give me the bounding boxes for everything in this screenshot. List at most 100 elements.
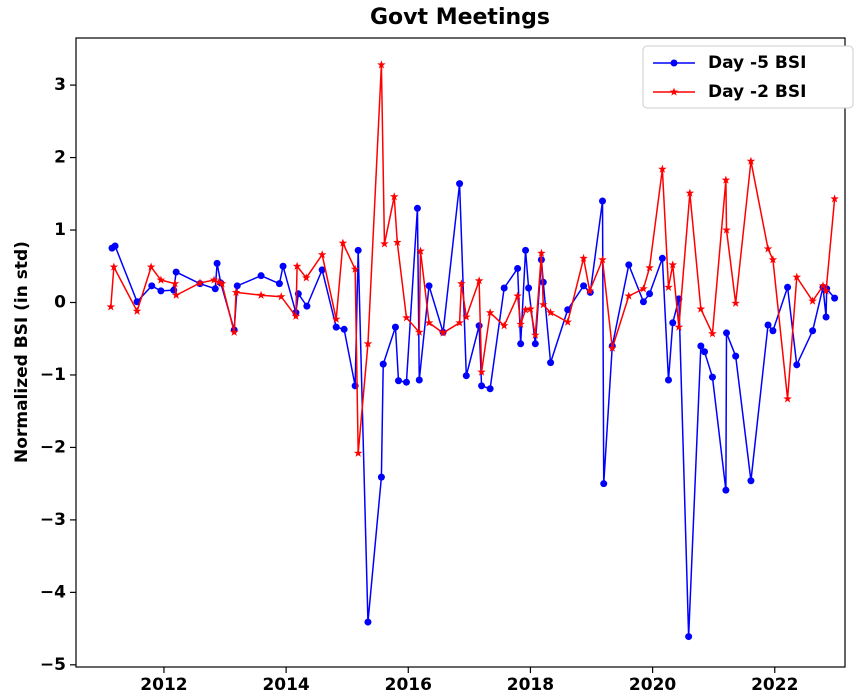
data-point: [486, 385, 494, 393]
data-point: [389, 192, 399, 201]
series-line: [111, 183, 836, 637]
data-point: [538, 300, 548, 309]
data-point: [658, 164, 667, 173]
legend-box: [642, 45, 854, 109]
y-tick-label: −5: [40, 655, 66, 675]
data-point: [291, 311, 301, 320]
y-tick-label: −4: [40, 582, 66, 602]
data-point: [340, 325, 348, 333]
data-point: [393, 237, 402, 246]
legend-marker: [670, 59, 678, 67]
data-point: [809, 327, 817, 335]
data-point: [318, 266, 326, 274]
data-point: [531, 330, 540, 339]
data-point: [722, 225, 731, 234]
data-point: [462, 312, 471, 321]
data-point: [674, 322, 684, 331]
data-point: [462, 372, 470, 380]
data-point: [598, 255, 607, 264]
data-point: [580, 282, 588, 290]
data-point: [377, 60, 386, 69]
x-tick-label: 2014: [262, 675, 309, 694]
data-point: [478, 382, 486, 390]
data-point: [485, 308, 495, 317]
data-point: [457, 279, 466, 288]
data-point: [818, 281, 828, 290]
data-point: [821, 286, 831, 295]
data-point: [111, 242, 119, 250]
data-point: [156, 275, 166, 284]
data-point: [157, 287, 165, 295]
data-point: [539, 278, 547, 286]
data-point: [257, 272, 265, 280]
data-point: [608, 343, 617, 352]
data-point: [276, 292, 286, 301]
data-point: [521, 305, 530, 314]
data-point: [625, 261, 633, 269]
y-tick-label: −3: [40, 510, 66, 530]
data-point: [415, 376, 423, 384]
data-point: [793, 361, 801, 369]
data-point: [701, 348, 709, 356]
data-point: [668, 260, 678, 269]
data-point: [537, 248, 546, 257]
data-point: [513, 291, 522, 300]
data-point: [525, 284, 533, 292]
data-point: [500, 284, 508, 292]
x-tick-label: 2020: [629, 675, 676, 694]
data-point: [639, 284, 648, 293]
data-point: [402, 378, 410, 386]
y-tick-label: 0: [54, 292, 66, 312]
data-point: [747, 477, 755, 485]
data-point: [425, 282, 433, 290]
data-point: [522, 246, 530, 254]
data-point: [363, 339, 373, 348]
data-point: [132, 306, 142, 315]
data-point: [172, 268, 180, 276]
data-point: [279, 262, 287, 270]
data-point: [317, 250, 327, 259]
data-point: [531, 340, 539, 348]
data-point: [438, 328, 448, 337]
y-tick-label: −2: [40, 437, 66, 457]
data-point: [822, 313, 830, 321]
data-point: [664, 282, 673, 291]
data-point: [391, 323, 399, 331]
data-point: [256, 290, 266, 299]
data-point: [109, 262, 119, 271]
data-point: [763, 244, 773, 253]
data-point: [350, 264, 360, 273]
data-point: [579, 253, 588, 262]
data-point: [209, 275, 219, 284]
x-tick-label: 2018: [507, 675, 554, 694]
data-point: [769, 327, 777, 335]
x-tick-label: 2022: [751, 675, 798, 694]
data-point: [424, 318, 434, 327]
data-point: [830, 194, 839, 203]
data-point: [380, 239, 389, 248]
data-point: [547, 359, 555, 367]
data-point: [353, 448, 363, 457]
data-point: [658, 254, 666, 262]
y-axis-label: Normalized BSI (in std): [12, 241, 32, 463]
data-point: [211, 285, 219, 293]
data-point: [292, 261, 302, 270]
data-point: [516, 319, 525, 328]
x-tick-label: 2016: [385, 675, 432, 694]
legend: Day -5 BSI Day -2 BSI: [642, 45, 854, 109]
data-point: [563, 317, 572, 326]
data-point: [517, 340, 525, 348]
data-point: [792, 272, 802, 281]
data-point: [708, 373, 716, 381]
legend-label: Day -2 BSI: [708, 82, 806, 102]
data-point: [171, 290, 181, 299]
data-point: [585, 286, 594, 295]
data-point: [331, 314, 341, 323]
data-point: [414, 327, 424, 336]
data-point: [338, 238, 348, 247]
legend-label: Day -5 BSI: [708, 53, 806, 73]
data-point: [732, 352, 740, 360]
data-point: [354, 246, 362, 254]
data-point: [646, 290, 654, 298]
data-point: [477, 367, 486, 376]
